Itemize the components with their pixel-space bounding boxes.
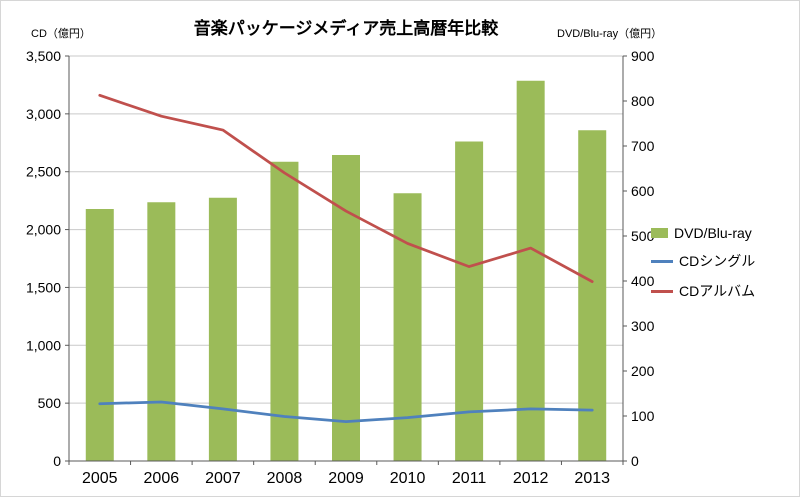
right-tick-label: 700	[631, 138, 655, 154]
left-axis-unit-label: CD（億円）	[31, 28, 91, 40]
legend-item-cd-album: CDアルバム	[651, 281, 755, 301]
legend-label: CDシングル	[679, 253, 756, 269]
right-tick-label: 200	[631, 363, 655, 379]
x-category-label: 2009	[328, 470, 364, 487]
bar-2011	[455, 141, 484, 461]
x-category-label: 2012	[513, 470, 549, 487]
chart-title: 音楽パッケージメディア売上高暦年比較	[193, 19, 499, 38]
left-tick-label: 0	[53, 453, 61, 469]
bar-2006	[147, 202, 176, 461]
left-tick-label: 1,500	[26, 279, 61, 295]
left-tick-label: 2,500	[26, 164, 61, 180]
legend-line-swatch	[651, 259, 673, 263]
right-tick-label: 0	[631, 453, 639, 469]
x-category-label: 2008	[267, 470, 303, 487]
bars-dvd-bluray	[85, 80, 607, 461]
right-tick-label: 600	[631, 183, 655, 199]
bar-2010	[393, 193, 422, 461]
left-tick-label: 3,000	[26, 106, 61, 122]
x-category-label: 2006	[144, 470, 180, 487]
x-category-label: 2007	[205, 470, 241, 487]
line-cd-single	[98, 400, 594, 424]
line-cd-album	[98, 93, 594, 284]
left-tick-label: 1,000	[26, 337, 61, 353]
x-category-label: 2011	[452, 470, 487, 487]
right-tick-label: 500	[631, 228, 655, 244]
x-category-label: 2005	[82, 470, 118, 487]
legend: DVD/Blu-ray CDシングル CDアルバム	[651, 225, 755, 301]
x-category-label: 2013	[574, 470, 610, 487]
bar-2007	[208, 197, 237, 461]
x-category-label: 2010	[390, 470, 426, 487]
bar-2012	[516, 80, 545, 461]
legend-bar-swatch	[651, 228, 668, 238]
legend-item-cd-single: CDシングル	[651, 251, 755, 271]
left-tick-label: 2,000	[26, 222, 61, 238]
legend-line-swatch	[651, 289, 673, 293]
right-tick-label: 900	[631, 48, 655, 64]
legend-label: CDアルバム	[679, 283, 756, 299]
right-tick-label: 100	[631, 408, 655, 424]
left-tick-label: 3,500	[26, 48, 61, 64]
bar-2009	[332, 155, 360, 461]
right-tick-label: 300	[631, 318, 655, 334]
right-axis-unit-label: DVD/Blu-ray（億円）	[557, 28, 663, 40]
bar-2008	[270, 161, 299, 461]
legend-item-dvd-bluray: DVD/Blu-ray	[651, 225, 755, 241]
legend-label: DVD/Blu-ray	[674, 225, 752, 241]
bar-2013	[578, 130, 607, 461]
bar-2005	[85, 209, 114, 461]
right-tick-label: 800	[631, 93, 655, 109]
left-tick-label: 500	[38, 395, 62, 411]
right-tick-label: 400	[631, 273, 655, 289]
